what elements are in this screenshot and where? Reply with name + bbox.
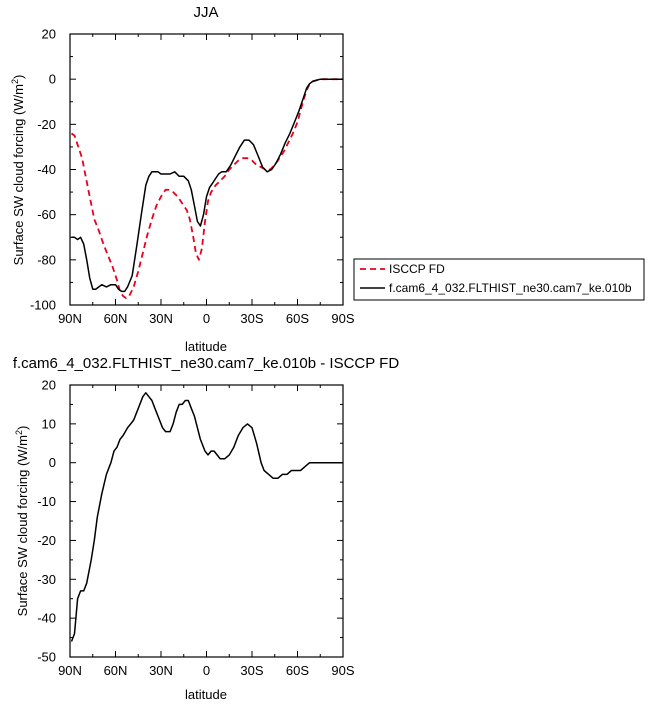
top-chart-ticks: 90N 60N 30N 0 30S 60S 90S 20 0 -20 -40 -60 -80 -100	[30, 27, 355, 327]
top-chart: JJA 90N 60N 30N 0 30S 60S 90S 20 0 -20 -40 -60 -80 -1…	[10, 4, 645, 354]
bottom-chart-y-tick-label: 0	[49, 455, 56, 470]
top-chart-y-tick-label: -20	[37, 117, 56, 132]
bottom-chart-x-tick-label: 60N	[104, 663, 128, 678]
top-chart-x-axis-label: latitude	[185, 339, 227, 354]
top-chart-y-axis-label: Surface SW cloud forcing (W/m2)	[10, 75, 26, 266]
bottom-chart-y-tick-label: -20	[37, 533, 56, 548]
bottom-chart-x-tick-label: 30N	[149, 663, 173, 678]
top-chart-y-axis-label-close: )	[11, 75, 26, 79]
bottom-chart-x-tick-label: 0	[203, 663, 210, 678]
bottom-chart-y-axis-label-close: )	[15, 426, 30, 430]
bottom-chart-y-axis-label-sup: 2	[14, 430, 24, 435]
legend-label-model: f.cam6_4_032.FLTHIST_ne30.cam7_ke.010b	[389, 281, 632, 295]
bottom-chart-y-axis-label-main: Surface SW cloud forcing (W/m	[15, 435, 30, 616]
top-chart-x-tick-label: 90N	[58, 311, 82, 326]
top-chart-y-tick-label: -80	[37, 252, 56, 267]
bottom-chart-title: f.cam6_4_032.FLTHIST_ne30.cam7_ke.010b -…	[13, 355, 399, 372]
bottom-chart-ticks: 90N 60N 30N 0 30S 60S 90S 20 10 0 -10 -20 -30 -40 -50	[37, 378, 355, 679]
legend-box	[353, 258, 645, 301]
top-chart-y-tick-label: 20	[42, 27, 56, 42]
bottom-chart-y-tick-label: -30	[37, 572, 56, 587]
top-chart-x-tick-label: 30N	[149, 311, 173, 326]
top-chart-series	[70, 78, 343, 300]
bottom-chart-x-tick-label: 90N	[58, 663, 82, 678]
top-chart-x-tick-label: 60S	[286, 311, 309, 326]
top-chart-y-axis-label-main: Surface SW cloud forcing (W/m	[11, 84, 26, 265]
top-chart-title: JJA	[193, 4, 218, 21]
top-chart-y-tick-label: -40	[37, 162, 56, 177]
bottom-chart-x-tick-label: 30S	[240, 663, 263, 678]
top-chart-x-tick-label: 60N	[104, 311, 128, 326]
top-chart-series-line-isccp	[70, 78, 343, 300]
bottom-chart-x-tick-label: 60S	[286, 663, 309, 678]
bottom-chart-x-axis-label: latitude	[185, 687, 227, 702]
top-chart-y-tick-label: -60	[37, 207, 56, 222]
bottom-chart-plot-frame	[69, 384, 344, 658]
bottom-chart-series-line-model	[70, 392, 343, 642]
top-chart-x-tick-label: 0	[203, 311, 210, 326]
bottom-chart-y-tick-label: 20	[42, 378, 56, 393]
bottom-chart-y-tick-label: -50	[37, 650, 56, 665]
top-chart-series-line-model	[71, 78, 343, 293]
top-chart-y-tick-label: 0	[49, 72, 56, 87]
top-chart-y-tick-label: -100	[30, 298, 56, 313]
bottom-chart: f.cam6_4_032.FLTHIST_ne30.cam7_ke.010b -…	[13, 355, 399, 702]
top-chart-legend: ISCCP FD f.cam6_4_032.FLTHIST_ne30.cam7_…	[353, 258, 645, 301]
bottom-chart-y-axis-label: Surface SW cloud forcing (W/m2)	[14, 426, 30, 617]
top-chart-y-axis-label-sup: 2	[10, 79, 20, 84]
bottom-chart-y-tick-label: 10	[42, 416, 56, 431]
top-chart-x-tick-label: 30S	[240, 311, 263, 326]
legend-label-isccp: ISCCP FD	[389, 262, 445, 276]
bottom-chart-x-tick-label: 90S	[331, 663, 354, 678]
bottom-chart-y-tick-label: -10	[37, 494, 56, 509]
bottom-chart-y-tick-label: -40	[37, 611, 56, 626]
top-chart-x-tick-label: 90S	[331, 311, 354, 326]
bottom-chart-series	[70, 392, 343, 642]
top-chart-plot-frame	[69, 33, 344, 306]
